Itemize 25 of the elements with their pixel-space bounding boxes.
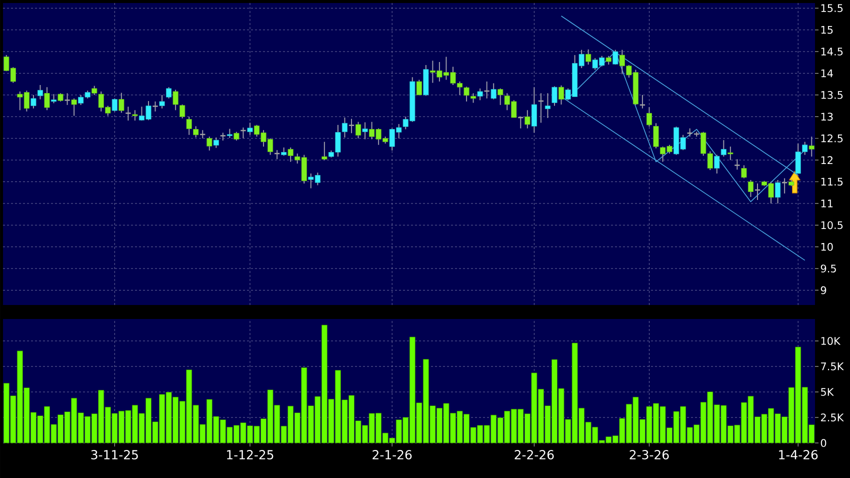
y-tick-label: 10.5 xyxy=(821,221,843,230)
y-tick-label: 11.5 xyxy=(821,178,843,186)
x-tick-label: 2-1-26 xyxy=(372,450,412,460)
y-tick-label: 10K xyxy=(821,336,841,345)
x-tick-label: 2-2-26 xyxy=(514,450,554,460)
y-tick-label: 14.5 xyxy=(821,48,843,56)
x-tick-label: 1-12-25 xyxy=(227,450,274,460)
y-tick-label: 13 xyxy=(821,112,833,121)
y-tick-label: 11 xyxy=(821,200,833,208)
y-tick-label: 15.5 xyxy=(821,4,843,12)
y-tick-label: 2.5K xyxy=(820,414,844,422)
y-tick-label: 12 xyxy=(821,156,832,164)
x-tick-label: 3-11-25 xyxy=(91,450,138,460)
y-tick-label: 13.5 xyxy=(821,91,843,99)
x-tick-label: 1-4-26 xyxy=(779,450,818,460)
y-tick-label: 9.5 xyxy=(820,264,836,272)
x-tick-label: 2-3-26 xyxy=(630,450,669,460)
y-tick-label: 7.5K xyxy=(821,362,844,370)
y-tick-label: 12.5 xyxy=(821,134,843,142)
y-tick-label: 9 xyxy=(820,286,826,294)
y-tick-label: 10 xyxy=(821,242,833,251)
y-tick-label: 5K xyxy=(821,388,834,396)
y-tick-label: 0 xyxy=(820,439,826,447)
y-tick-label: 14 xyxy=(821,69,833,78)
y-tick-label: 15 xyxy=(821,26,833,34)
